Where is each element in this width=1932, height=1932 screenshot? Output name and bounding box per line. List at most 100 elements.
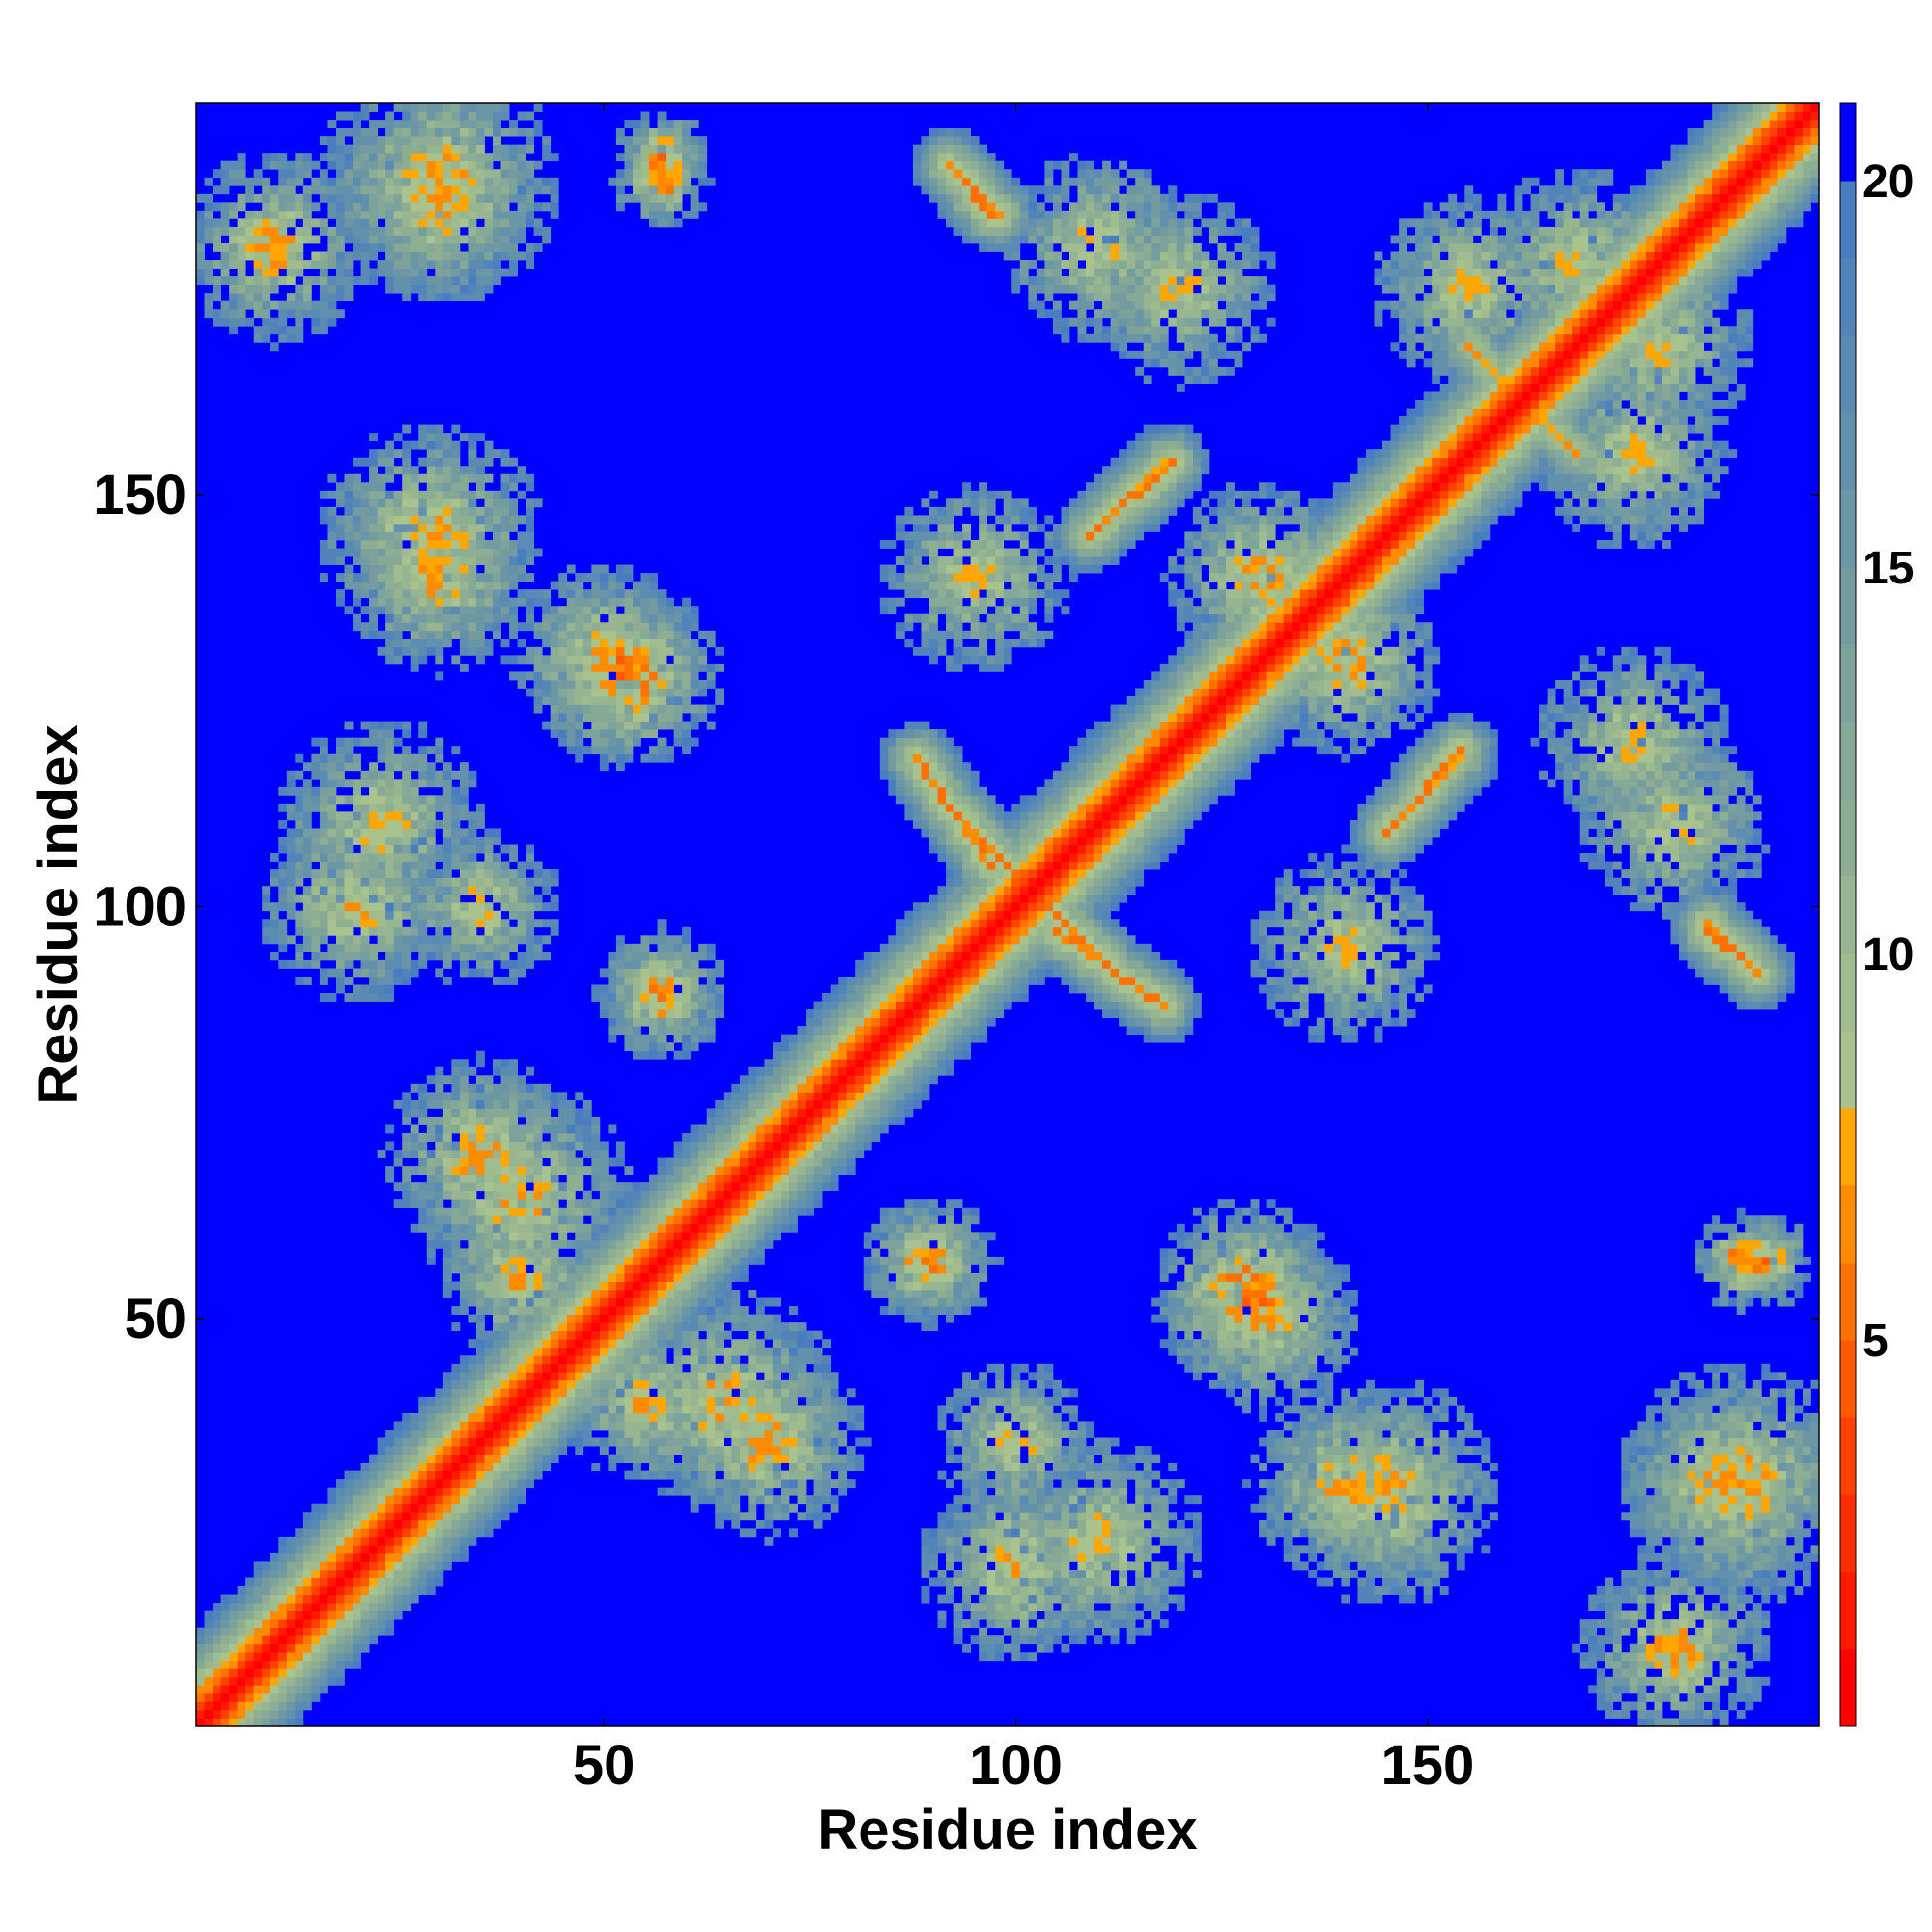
heatmap-cell xyxy=(1119,1577,1128,1587)
heatmap-cell xyxy=(286,1536,296,1546)
heatmap-cell xyxy=(755,1396,765,1406)
heatmap-cell xyxy=(1745,1454,1754,1463)
heatmap-cell xyxy=(1629,1594,1638,1604)
heatmap-cell xyxy=(1703,1495,1713,1505)
heatmap-cell xyxy=(566,1124,576,1134)
heatmap-cell xyxy=(682,1405,692,1414)
heatmap-cell xyxy=(402,1594,412,1604)
heatmap-cell xyxy=(1761,1463,1771,1472)
heatmap-cell xyxy=(237,1692,246,1702)
heatmap-cell xyxy=(1283,1272,1293,1282)
heatmap-cell xyxy=(1052,1619,1062,1629)
heatmap-cell xyxy=(772,1479,781,1489)
heatmap-cell xyxy=(1679,1412,1688,1422)
heatmap-cell xyxy=(1168,1330,1178,1340)
heatmap-cell xyxy=(1151,1297,1161,1307)
heatmap-cell xyxy=(393,1577,403,1587)
heatmap-cell xyxy=(640,1363,658,1373)
heatmap-cell xyxy=(838,1157,848,1167)
heatmap-cell xyxy=(1703,1652,1713,1662)
heatmap-cell xyxy=(657,1372,667,1381)
heatmap-cell xyxy=(1736,1603,1746,1612)
heatmap-cell xyxy=(213,1652,221,1662)
heatmap-cell xyxy=(1299,1520,1309,1529)
heatmap-cell xyxy=(1259,1437,1268,1447)
heatmap-cell xyxy=(1208,1355,1227,1365)
heatmap-cell xyxy=(442,1141,452,1151)
heatmap-cell xyxy=(657,1256,667,1265)
heatmap-cell xyxy=(1283,1290,1293,1298)
heatmap-cell xyxy=(1679,1561,1688,1571)
heatmap-cell xyxy=(558,1330,568,1340)
heatmap-cell xyxy=(558,1405,568,1414)
heatmap-cell xyxy=(599,1306,609,1316)
heatmap-cell xyxy=(690,1379,699,1389)
heatmap-cell xyxy=(830,1503,839,1513)
heatmap-cell xyxy=(500,1223,510,1233)
heatmap-cell xyxy=(1605,1660,1614,1669)
heatmap-cell xyxy=(533,1264,552,1274)
heatmap-cell xyxy=(772,1157,781,1167)
heatmap-cell xyxy=(822,1479,832,1489)
heatmap-cell xyxy=(311,1503,321,1513)
heatmap-cell xyxy=(1365,1536,1375,1546)
heatmap-cell xyxy=(1472,1479,1482,1489)
heatmap-cell xyxy=(1695,1264,1705,1274)
heatmap-cell xyxy=(500,1372,510,1381)
heatmap-cell xyxy=(855,1132,865,1142)
heatmap-cell xyxy=(1736,1569,1746,1578)
heatmap-cell xyxy=(1011,1569,1021,1578)
heatmap-cell xyxy=(566,1199,576,1208)
heatmap-cell xyxy=(550,1099,559,1109)
heatmap-cell xyxy=(1234,1314,1243,1323)
heatmap-cell xyxy=(1399,1446,1408,1455)
heatmap-cell xyxy=(245,1627,255,1636)
heatmap-cell xyxy=(1687,1520,1696,1529)
heatmap-cell xyxy=(1225,1388,1235,1398)
heatmap-cell xyxy=(500,1512,510,1521)
heatmap-cell xyxy=(632,1355,641,1365)
heatmap-cell xyxy=(838,1124,848,1134)
heatmap-cell xyxy=(632,1232,641,1241)
heatmap-cell xyxy=(1217,1272,1227,1282)
heatmap-cell xyxy=(822,1099,832,1109)
heatmap-cell xyxy=(1777,1290,1787,1298)
heatmap-cell xyxy=(533,1372,543,1381)
heatmap-cell xyxy=(797,1388,814,1398)
heatmap-cell xyxy=(1299,1290,1309,1298)
heatmap-cell xyxy=(1605,1652,1614,1662)
heatmap-cell xyxy=(270,1701,279,1711)
heatmap-cell xyxy=(575,1446,584,1455)
heatmap-cell xyxy=(1028,1536,1037,1546)
heatmap-cell xyxy=(1036,1520,1045,1529)
heatmap-cell xyxy=(1217,1314,1227,1323)
heatmap-cell xyxy=(542,1405,552,1414)
heatmap-cell xyxy=(731,1495,741,1505)
heatmap-cell xyxy=(715,1314,732,1323)
heatmap-cell xyxy=(1266,1536,1276,1546)
heatmap-cell xyxy=(1670,1561,1680,1571)
heatmap-cell xyxy=(962,1586,980,1595)
heatmap-cell xyxy=(311,1545,321,1554)
heatmap-cell xyxy=(1052,1569,1062,1578)
heatmap-cell xyxy=(1629,1660,1638,1669)
heatmap-cell xyxy=(1769,1479,1778,1489)
heatmap-cell xyxy=(1712,1479,1729,1489)
heatmap-cell xyxy=(435,1388,444,1398)
heatmap-cell xyxy=(582,1141,601,1151)
heatmap-cell xyxy=(657,1166,667,1176)
heatmap-cell xyxy=(1068,1594,1078,1604)
heatmap-cell xyxy=(229,1718,239,1727)
heatmap-cell xyxy=(1275,1412,1285,1422)
heatmap-cell xyxy=(1028,1528,1037,1538)
heatmap-cell xyxy=(1135,1536,1145,1546)
heatmap-cell xyxy=(789,1223,798,1233)
heatmap-cell xyxy=(475,1174,485,1183)
heatmap-cell xyxy=(748,1396,757,1406)
heatmap-cell xyxy=(344,1528,354,1538)
heatmap-cell xyxy=(575,1322,584,1332)
heatmap-cell xyxy=(459,1166,469,1176)
heatmap-cell xyxy=(1777,1552,1787,1562)
heatmap-cell xyxy=(1119,1495,1128,1505)
heatmap-cell xyxy=(806,1174,814,1183)
